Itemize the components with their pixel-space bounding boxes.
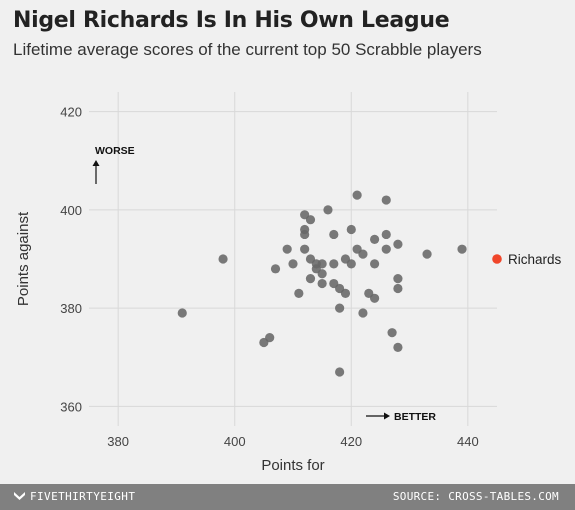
y-axis-label: Points against: [15, 211, 32, 306]
richards-label: Richards: [508, 252, 562, 267]
x-axis-label: Points for: [261, 457, 324, 474]
y-tick-label: 420: [60, 105, 82, 120]
scatter-point: [341, 289, 350, 298]
y-tick-label: 380: [60, 301, 82, 316]
scatter-point: [457, 245, 466, 254]
scatter-point: [318, 279, 327, 288]
scatter-point: [265, 333, 274, 342]
scatter-point: [294, 289, 303, 298]
scatter-point: [329, 230, 338, 239]
scatter-point: [283, 245, 292, 254]
scatter-point: [370, 259, 379, 268]
scatter-point: [387, 328, 396, 337]
scatter-point: [393, 240, 402, 249]
scatter-point: [218, 254, 227, 263]
x-tick-label: 440: [457, 434, 479, 449]
scatter-point: [306, 215, 315, 224]
scatter-point: [370, 235, 379, 244]
scatter-point: [353, 191, 362, 200]
better-arrow-head: [384, 413, 390, 420]
scatter-point: [358, 308, 367, 317]
worse-arrow-head: [93, 160, 100, 166]
scatter-point: [178, 308, 187, 317]
scatter-point: [329, 259, 338, 268]
scatter-point: [422, 249, 431, 258]
footer-source: SOURCE: CROSS-TABLES.COM: [393, 490, 559, 503]
scatter-point: [393, 274, 402, 283]
scatter-point: [382, 245, 391, 254]
scatter-point: [288, 259, 297, 268]
scatter-point: [300, 230, 309, 239]
scatter-point: [323, 205, 332, 214]
x-tick-label: 400: [224, 434, 246, 449]
scatter-point: [347, 225, 356, 234]
scatter-point: [393, 284, 402, 293]
scatter-point: [300, 245, 309, 254]
footer-brand-label: FIVETHIRTYEIGHT: [30, 490, 135, 503]
scatter-point: [271, 264, 280, 273]
y-tick-label: 400: [60, 203, 82, 218]
scatter-point: [393, 343, 402, 352]
better-annotation: BETTER: [394, 411, 436, 423]
x-tick-label: 380: [107, 434, 129, 449]
scatter-point: [370, 294, 379, 303]
footer-brand: FIVETHIRTYEIGHT: [14, 490, 135, 503]
fivethirtyeight-logo-icon: [14, 491, 25, 502]
richards-point: [492, 254, 502, 264]
x-tick-label: 420: [340, 434, 362, 449]
scatter-point: [335, 367, 344, 376]
y-tick-label: 360: [60, 399, 82, 414]
scatter-point: [358, 249, 367, 258]
scatter-point: [306, 274, 315, 283]
worse-annotation: WORSE: [95, 145, 135, 157]
scatter-point: [318, 259, 327, 268]
scatter-point: [335, 304, 344, 313]
scatter-point: [318, 269, 327, 278]
scatter-point: [382, 195, 391, 204]
footer-bar: FIVETHIRTYEIGHT SOURCE: CROSS-TABLES.COM: [0, 484, 575, 510]
scatter-point: [347, 259, 356, 268]
scatter-chart: 380 400 420 440 360 380 400 420 Points for Points…: [0, 0, 575, 484]
scatter-point: [382, 230, 391, 239]
